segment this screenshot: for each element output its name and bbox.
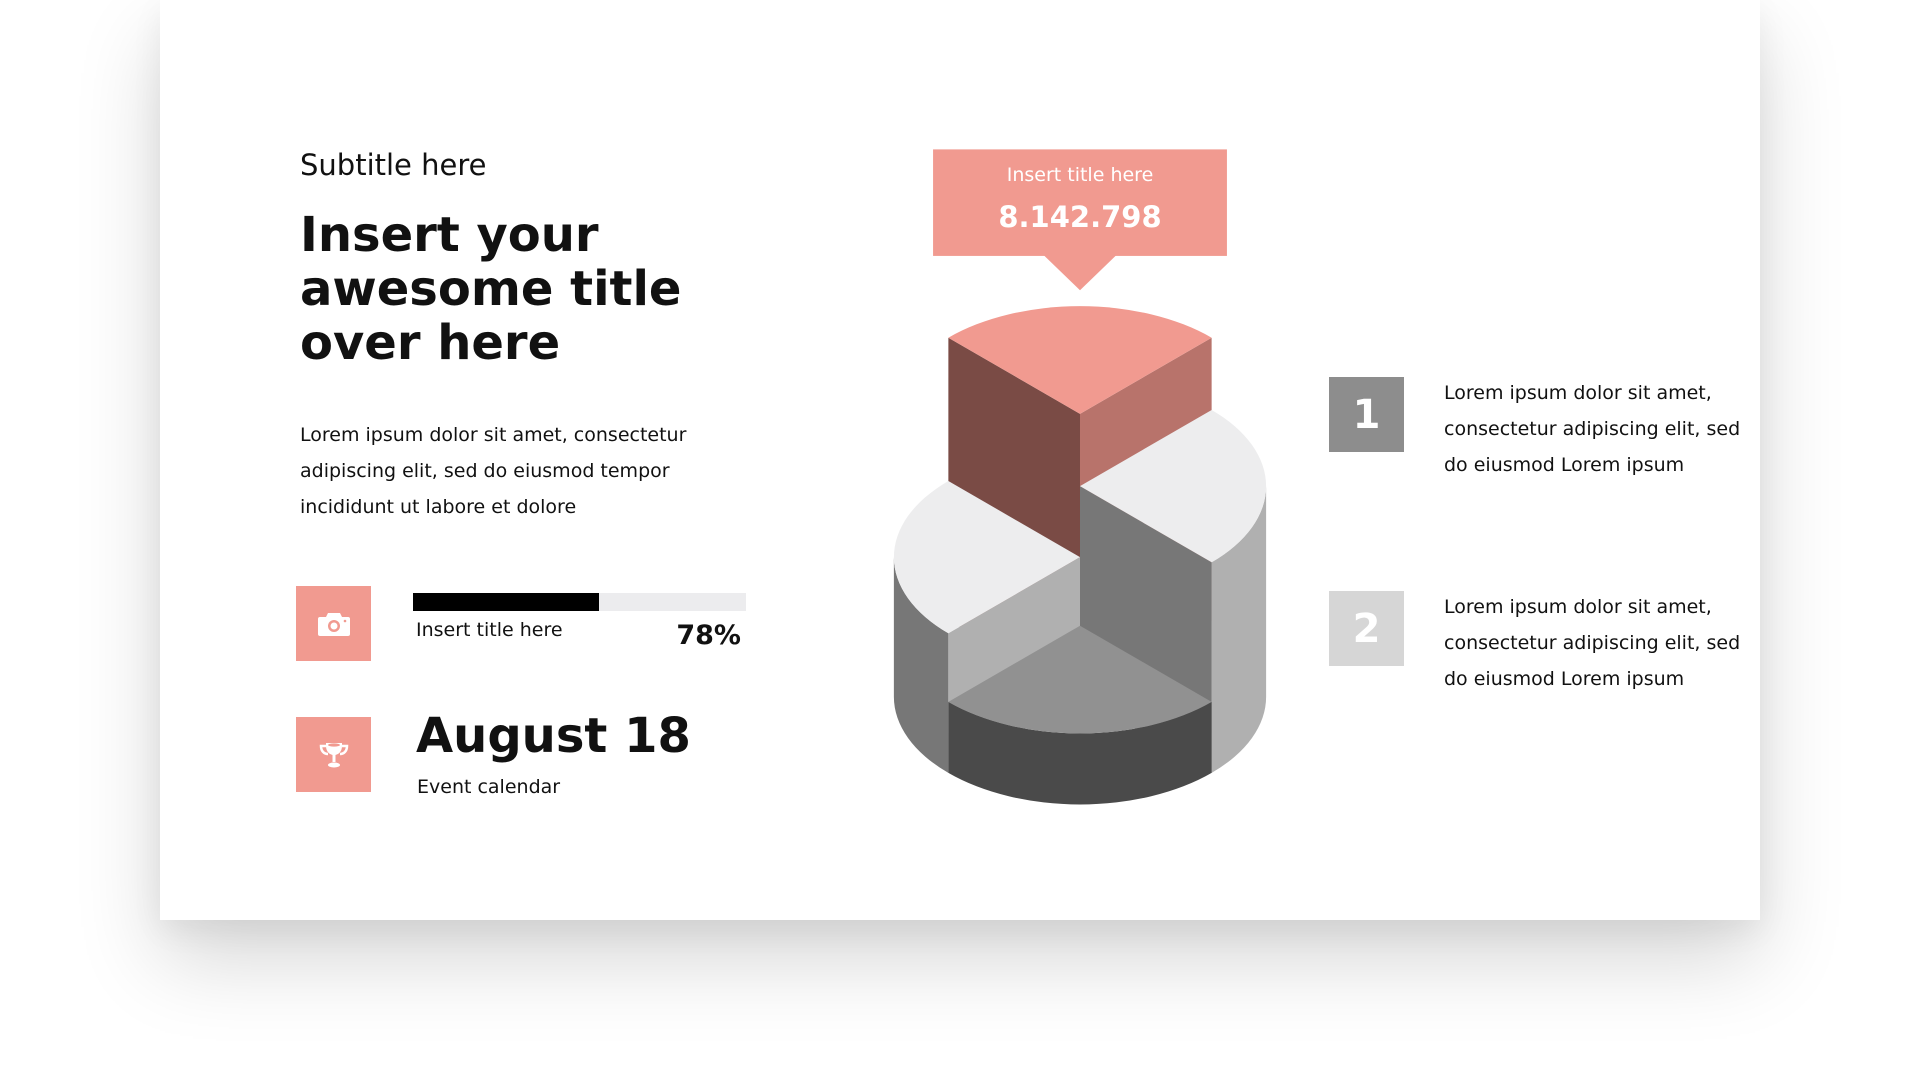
pie-slice-1-top — [948, 306, 1212, 414]
subtitle: Subtitle here — [300, 148, 487, 182]
pie-slice-2-top — [1080, 409, 1267, 563]
progress-label: Insert title here — [416, 619, 563, 641]
callout-pointer — [1043, 254, 1117, 291]
item-text: Lorem ipsum dolor sit amet, consectetur … — [1444, 382, 1741, 476]
pie-slice-4-side — [948, 701, 1212, 805]
camera-icon-box — [296, 586, 371, 661]
item-text: Lorem ipsum dolor sit amet, consectetur … — [1444, 596, 1741, 690]
pie-slice-3-side — [893, 557, 949, 773]
callout-value: 8.142.798 — [998, 200, 1162, 234]
pie-slice-3-top — [893, 480, 1080, 634]
progress-percent: 78% — [676, 620, 741, 651]
trophy-icon-box — [296, 717, 371, 792]
progress-bar-fill — [413, 593, 600, 611]
description: Lorem ipsum dolor sit amet, consectetur … — [300, 424, 687, 518]
pie-slice-2-side — [1211, 486, 1267, 773]
item-number-badge: 1 — [1329, 377, 1404, 452]
callout-box — [933, 149, 1227, 256]
pie-slice-4-top — [948, 625, 1212, 734]
page-title: Insert your awesome title over here — [300, 207, 682, 371]
camera-icon — [317, 612, 350, 636]
callout-title: Insert title here — [1006, 164, 1154, 186]
event-date: August 18 — [416, 708, 691, 764]
trophy-icon — [319, 742, 348, 767]
item-number-badge: 2 — [1329, 591, 1404, 666]
progress-bar — [413, 593, 746, 611]
event-label: Event calendar — [417, 776, 561, 798]
